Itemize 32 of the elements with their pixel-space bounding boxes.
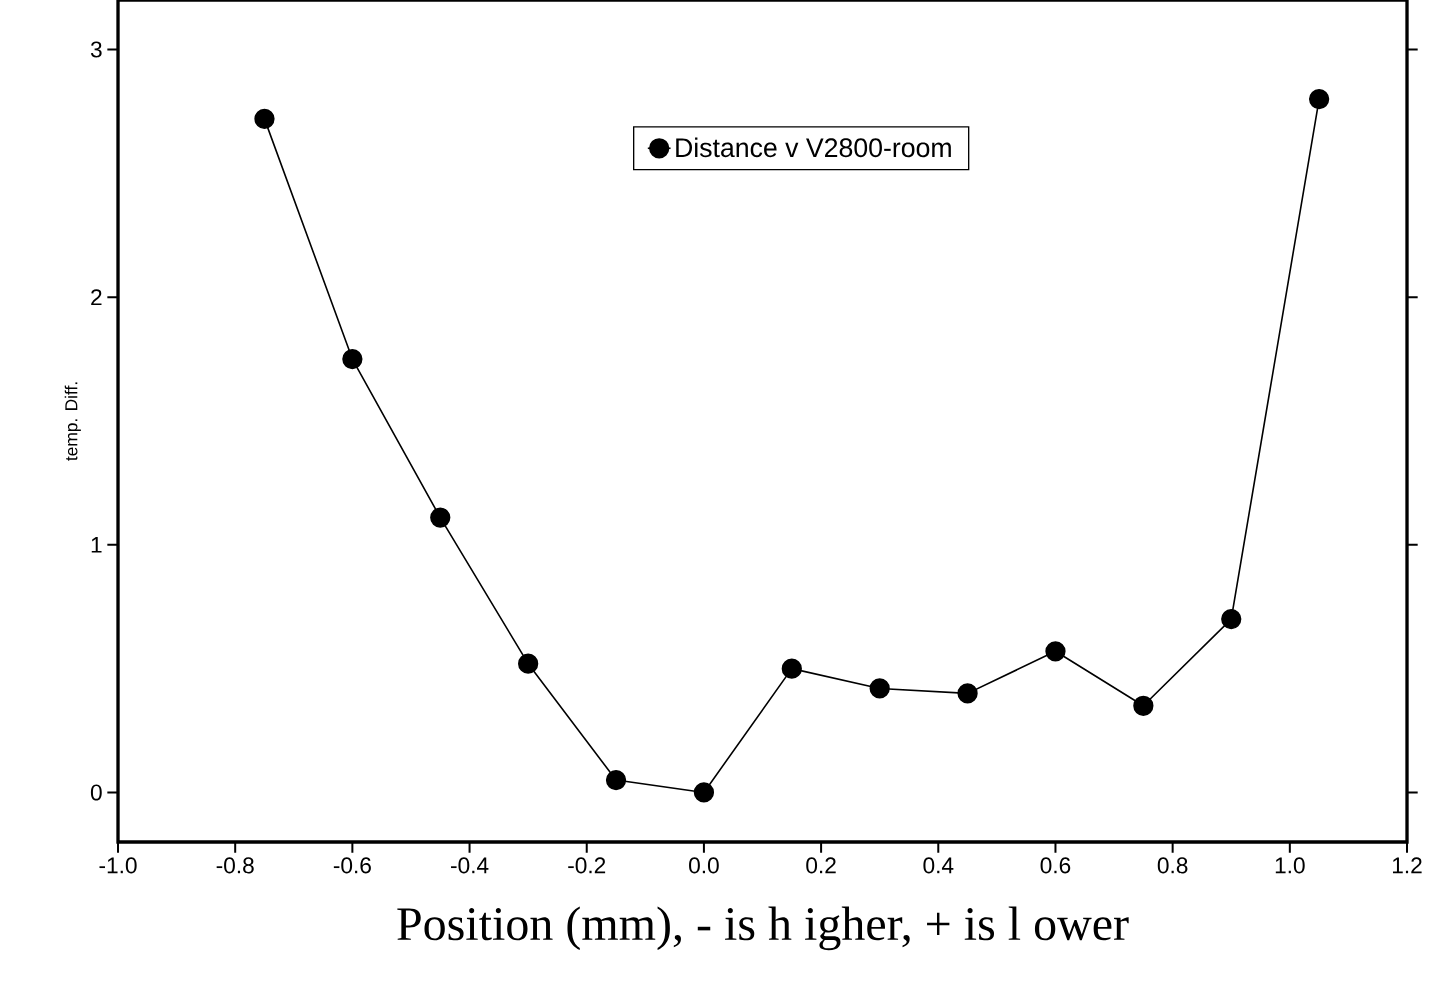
x-tick-label: 1.0	[1275, 857, 1305, 874]
y-tick-label: 0	[90, 784, 102, 801]
point	[781, 658, 802, 679]
x-tick-label: 0.0	[689, 857, 719, 874]
x-tick-label: -0.8	[216, 857, 254, 874]
point	[1045, 641, 1066, 662]
point	[342, 348, 363, 370]
y-tick-label: 2	[91, 289, 102, 306]
x-tick-label: 0.4	[923, 857, 954, 874]
x-tick-label: -0.4	[451, 857, 489, 874]
x-tick-label: -0.6	[333, 857, 371, 874]
x-tick-label: -1.0	[99, 857, 137, 874]
y-tick-label: 1	[91, 537, 102, 553]
x-tick-label: 0.6	[1040, 857, 1071, 874]
point	[1133, 695, 1154, 716]
point	[869, 678, 890, 699]
y-axis-title: temp. Diff.	[64, 382, 81, 461]
point	[605, 769, 627, 791]
point	[430, 507, 451, 528]
x-tick-label: 0.2	[806, 857, 836, 874]
x-tick-label: 0.8	[1157, 857, 1188, 874]
y-tick-label: 3	[90, 41, 102, 58]
point	[693, 782, 715, 803]
legend-label: Distance v V2800-room	[676, 137, 951, 158]
point	[1308, 88, 1330, 110]
x-tick-label: -0.2	[568, 857, 606, 874]
x-tick-label: 1.2	[1392, 857, 1422, 874]
point	[957, 683, 978, 704]
point	[518, 653, 539, 674]
point	[1221, 608, 1242, 630]
point	[254, 108, 275, 129]
x-axis-title: Position (mm), - is h igher, + is l ower	[397, 906, 1129, 951]
